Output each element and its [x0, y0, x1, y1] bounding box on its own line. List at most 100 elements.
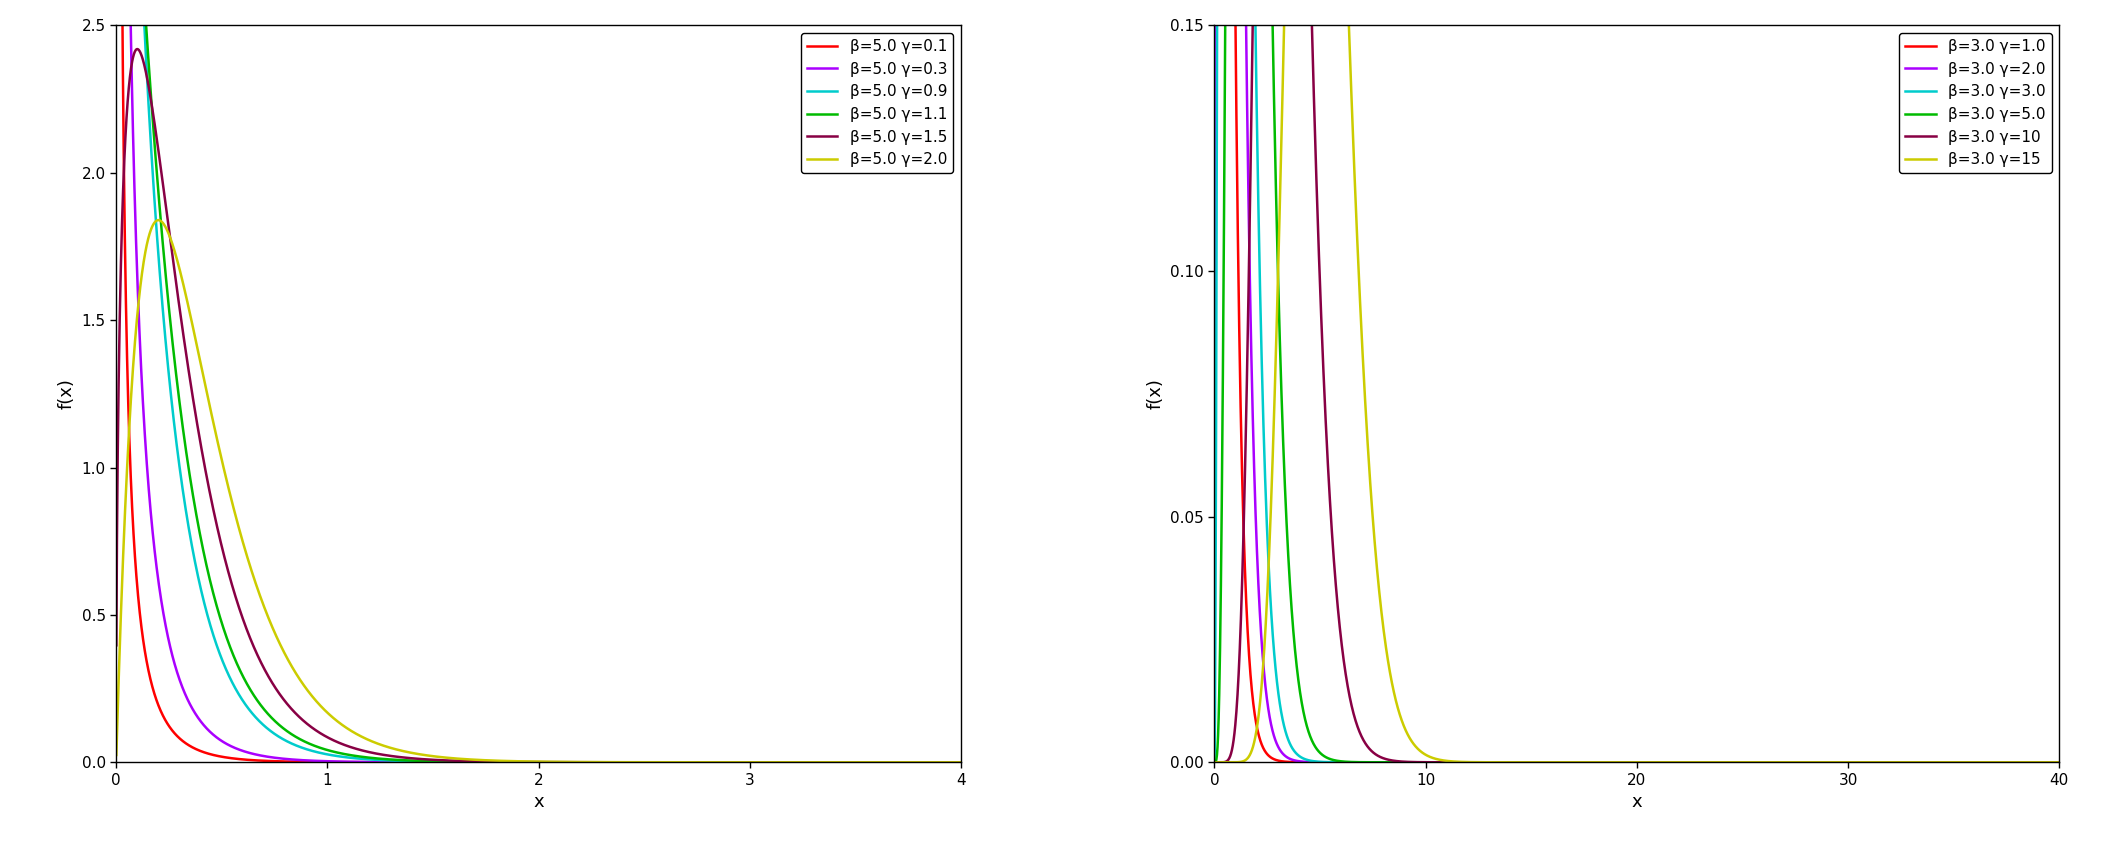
β=5.0 γ=1.1 — [931, 757, 957, 767]
β=5.0 γ=1.5 — [429, 755, 454, 765]
β=3.0 γ=3.0 — [2047, 757, 2072, 767]
β=5.0 γ=1.5 — [931, 757, 957, 767]
β=3.0 γ=1.0 — [2047, 757, 2072, 767]
β=5.0 γ=1.5 — [251, 662, 277, 672]
β=5.0 γ=0.1 — [465, 757, 490, 767]
β=3.0 γ=10 — [2030, 757, 2055, 767]
β=3.0 γ=15 — [1527, 757, 1552, 767]
β=5.0 γ=0.1 — [948, 757, 974, 767]
β=3.0 γ=2.0 — [2030, 757, 2055, 767]
β=5.0 γ=1.1 — [201, 587, 226, 597]
β=3.0 γ=2.0 — [1202, 713, 1227, 723]
β=5.0 γ=0.3 — [465, 757, 490, 767]
β=3.0 γ=3.0 — [1299, 756, 1324, 766]
β=5.0 γ=2.0 — [146, 215, 171, 225]
β=3.0 γ=10 — [1939, 757, 1964, 767]
Line: β=3.0 γ=5.0: β=3.0 γ=5.0 — [1214, 0, 2059, 762]
β=5.0 γ=1.5 — [465, 756, 490, 767]
β=5.0 γ=1.5 — [948, 757, 974, 767]
β=3.0 γ=3.0 — [1527, 757, 1552, 767]
β=5.0 γ=1.1 — [841, 757, 866, 767]
β=3.0 γ=15 — [2047, 757, 2072, 767]
β=3.0 γ=1.0 — [1563, 757, 1588, 767]
β=5.0 γ=0.9 — [201, 628, 226, 638]
β=5.0 γ=0.9 — [465, 757, 490, 767]
Line: β=3.0 γ=10: β=3.0 γ=10 — [1214, 0, 2059, 762]
β=5.0 γ=0.3 — [427, 757, 452, 767]
β=3.0 γ=15 — [2030, 757, 2055, 767]
β=3.0 γ=5.0 — [1202, 757, 1227, 767]
β=3.0 γ=2.0 — [1939, 757, 1964, 767]
β=3.0 γ=1.0 — [1525, 757, 1550, 767]
β=3.0 γ=10 — [1563, 757, 1588, 767]
β=3.0 γ=1.0 — [1299, 757, 1324, 767]
β=3.0 γ=5.0 — [1563, 757, 1588, 767]
β=3.0 γ=2.0 — [1563, 757, 1588, 767]
β=5.0 γ=0.1 — [201, 750, 226, 760]
β=3.0 γ=10 — [1347, 731, 1373, 741]
Line: β=5.0 γ=0.1: β=5.0 γ=0.1 — [116, 0, 961, 762]
Legend: β=3.0 γ=1.0, β=3.0 γ=2.0, β=3.0 γ=3.0, β=3.0 γ=5.0, β=3.0 γ=10, β=3.0 γ=15: β=3.0 γ=1.0, β=3.0 γ=2.0, β=3.0 γ=3.0, β… — [1899, 33, 2051, 174]
Line: β=3.0 γ=15: β=3.0 γ=15 — [1214, 0, 2059, 762]
β=3.0 γ=3.0 — [1939, 757, 1964, 767]
β=5.0 γ=1.1 — [948, 757, 974, 767]
Line: β=5.0 γ=1.5: β=5.0 γ=1.5 — [116, 49, 961, 762]
β=5.0 γ=0.1 — [249, 756, 275, 766]
β=3.0 γ=15 — [1563, 757, 1588, 767]
β=5.0 γ=2.0 — [948, 757, 974, 767]
β=3.0 γ=5.0 — [1939, 757, 1964, 767]
β=5.0 γ=0.1 — [931, 757, 957, 767]
β=5.0 γ=0.9 — [931, 757, 957, 767]
β=3.0 γ=5.0 — [1347, 757, 1373, 767]
β=3.0 γ=5.0 — [2030, 757, 2055, 767]
β=3.0 γ=5.0 — [1527, 757, 1552, 767]
β=3.0 γ=5.0 — [2047, 757, 2072, 767]
Line: β=3.0 γ=1.0: β=3.0 γ=1.0 — [1214, 0, 2059, 762]
β=3.0 γ=3.0 — [1202, 757, 1227, 767]
Line: β=3.0 γ=2.0: β=3.0 γ=2.0 — [1214, 0, 2059, 762]
β=3.0 γ=10 — [2047, 757, 2072, 767]
X-axis label: x: x — [1630, 794, 1643, 811]
β=3.0 γ=1.0 — [1939, 757, 1964, 767]
Line: β=5.0 γ=0.9: β=5.0 γ=0.9 — [116, 0, 961, 762]
β=3.0 γ=2.0 — [2047, 757, 2072, 767]
β=5.0 γ=1.5 — [125, 44, 150, 54]
β=5.0 γ=2.0 — [931, 757, 957, 767]
β=3.0 γ=3.0 — [1563, 757, 1588, 767]
β=5.0 γ=0.9 — [948, 757, 974, 767]
β=3.0 γ=10 — [1527, 757, 1552, 767]
Line: β=5.0 γ=2.0: β=5.0 γ=2.0 — [116, 220, 961, 762]
Line: β=5.0 γ=1.1: β=5.0 γ=1.1 — [116, 0, 961, 762]
β=5.0 γ=0.3 — [948, 757, 974, 767]
β=5.0 γ=1.5 — [103, 640, 129, 650]
β=3.0 γ=1.0 — [2030, 757, 2055, 767]
β=5.0 γ=1.1 — [251, 703, 277, 713]
β=5.0 γ=1.1 — [429, 756, 454, 767]
β=3.0 γ=5.0 — [1299, 734, 1324, 744]
β=3.0 γ=2.0 — [1299, 757, 1324, 767]
Y-axis label: f(x): f(x) — [1147, 379, 1164, 409]
β=3.0 γ=15 — [1347, 320, 1373, 330]
β=3.0 γ=15 — [1939, 757, 1964, 767]
β=3.0 γ=1.0 — [1347, 757, 1373, 767]
β=5.0 γ=2.0 — [251, 599, 277, 609]
β=5.0 γ=2.0 — [841, 757, 866, 767]
β=3.0 γ=3.0 — [2030, 757, 2055, 767]
β=5.0 γ=0.3 — [841, 757, 866, 767]
β=5.0 γ=1.5 — [201, 503, 226, 513]
β=5.0 γ=0.1 — [427, 757, 452, 767]
β=5.0 γ=2.0 — [103, 750, 129, 760]
β=5.0 γ=0.3 — [201, 729, 226, 739]
β=5.0 γ=2.0 — [201, 416, 226, 426]
β=5.0 γ=2.0 — [465, 755, 490, 765]
Legend: β=5.0 γ=0.1, β=5.0 γ=0.3, β=5.0 γ=0.9, β=5.0 γ=1.1, β=5.0 γ=1.5, β=5.0 γ=2.0: β=5.0 γ=0.1, β=5.0 γ=0.3, β=5.0 γ=0.9, β… — [800, 33, 953, 174]
β=5.0 γ=0.9 — [427, 756, 452, 767]
β=3.0 γ=3.0 — [1347, 757, 1373, 767]
β=5.0 γ=0.3 — [931, 757, 957, 767]
β=3.0 γ=10 — [1202, 757, 1227, 767]
X-axis label: x: x — [532, 794, 545, 811]
β=5.0 γ=0.9 — [841, 757, 866, 767]
β=5.0 γ=0.1 — [841, 757, 866, 767]
β=5.0 γ=1.1 — [465, 757, 490, 767]
β=3.0 γ=15 — [1202, 757, 1227, 767]
